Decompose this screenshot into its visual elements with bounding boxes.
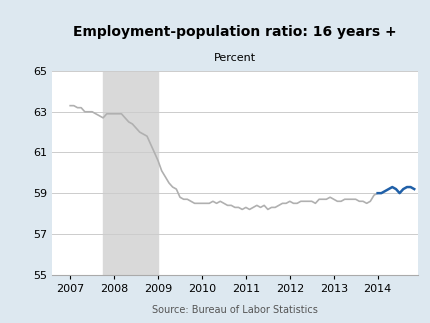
Text: Source: Bureau of Labor Statistics: Source: Bureau of Labor Statistics	[152, 305, 317, 315]
Bar	[103, 71, 158, 275]
Text: Employment-population ratio: 16 years +: Employment-population ratio: 16 years +	[73, 25, 396, 39]
Text: Percent: Percent	[213, 53, 255, 63]
